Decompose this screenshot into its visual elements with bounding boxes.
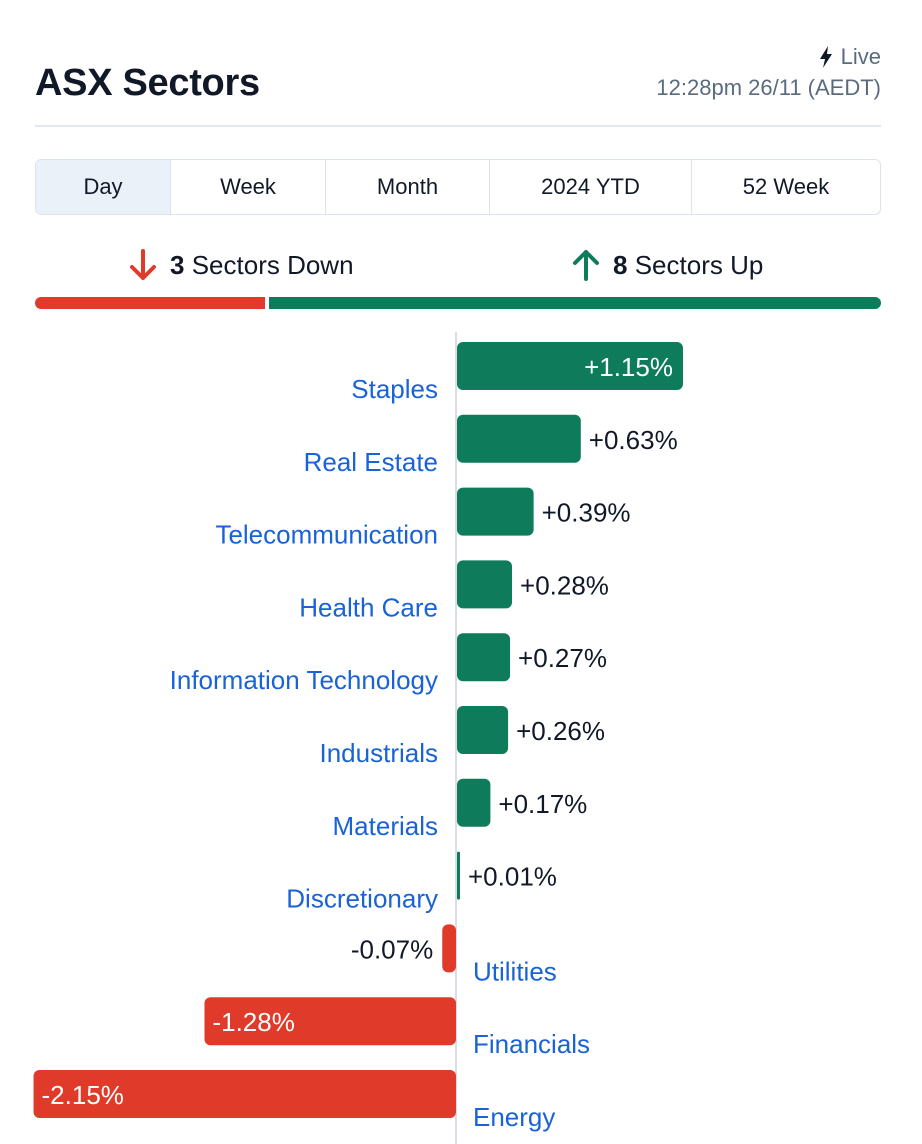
live-indicator: Live: [819, 44, 881, 70]
category-label-information-technology[interactable]: Information Technology: [170, 665, 438, 695]
sectors-down-label: Sectors Down: [191, 249, 354, 280]
live-label: Live: [840, 44, 881, 69]
sector-row-discretionary[interactable]: Discretionary +0.01%: [286, 851, 557, 914]
header: ASX Sectors Live 12:28pm 26/11 (AEDT): [35, 40, 881, 126]
bar-health-care: [457, 560, 513, 609]
sectors-up-bar: [269, 297, 881, 309]
sector-ratio-bar: [35, 297, 881, 309]
category-label-discretionary[interactable]: Discretionary: [286, 884, 438, 914]
tab-2024-ytd[interactable]: 2024 YTD: [490, 160, 692, 214]
sectors-down-bar: [35, 297, 265, 309]
sector-row-information-technology[interactable]: Information Technology +0.27%: [170, 633, 607, 695]
sector-row-materials[interactable]: Materials +0.17%: [333, 778, 588, 841]
bar-discretionary: [457, 851, 460, 900]
value-label-discretionary: +0.01%: [468, 862, 557, 892]
sectors-down-count: 3: [170, 249, 185, 280]
tab-month[interactable]: Month: [326, 160, 490, 214]
value-label-information-technology: +0.27%: [518, 643, 607, 673]
bar-real-estate: [457, 414, 581, 463]
lightning-bolt-icon: [819, 46, 832, 68]
category-label-telecommunication[interactable]: Telecommunication: [215, 520, 438, 550]
bar-telecommunication: [457, 487, 534, 536]
value-label-real-estate: +0.63%: [589, 425, 678, 455]
tab-week[interactable]: Week: [171, 160, 326, 214]
arrow-down-icon: [130, 249, 156, 280]
timestamp: 12:28pm 26/11 (AEDT): [656, 75, 881, 100]
bar-industrials: [457, 706, 509, 754]
category-label-real-estate[interactable]: Real Estate: [304, 447, 438, 477]
category-label-materials[interactable]: Materials: [333, 811, 438, 841]
category-label-utilities[interactable]: Utilities: [473, 956, 557, 986]
tab-day[interactable]: Day: [36, 160, 171, 214]
value-label-utilities: -0.07%: [351, 934, 433, 964]
category-label-financials[interactable]: Financials: [473, 1029, 590, 1059]
value-label-energy: -2.15%: [42, 1080, 124, 1110]
bar-energy: [33, 1070, 457, 1118]
category-label-industrials[interactable]: Industrials: [320, 738, 439, 768]
value-label-industrials: +0.26%: [516, 716, 605, 746]
bar-financials: [204, 997, 456, 1046]
sector-row-utilities[interactable]: Utilities -0.07%: [351, 924, 557, 986]
sector-row-health-care[interactable]: Health Care +0.28%: [299, 560, 609, 622]
sectors-down-summary: 3 Sectors Down: [128, 248, 354, 282]
value-label-financials: -1.28%: [212, 1007, 294, 1037]
sectors-up-count: 8: [613, 249, 628, 280]
category-label-health-care[interactable]: Health Care: [299, 592, 438, 622]
sector-row-real-estate[interactable]: Real Estate +0.63%: [304, 414, 678, 477]
category-label-energy[interactable]: Energy: [473, 1102, 555, 1132]
sectors-up-label: Sectors Up: [634, 249, 764, 280]
sector-row-staples[interactable]: Staples +1.15%: [351, 342, 683, 404]
value-label-health-care: +0.28%: [520, 570, 609, 600]
bar-staples: [457, 342, 683, 390]
page-title: ASX Sectors: [35, 62, 260, 104]
sector-row-financials[interactable]: Financials -1.28%: [204, 997, 590, 1059]
bar-utilities: [442, 924, 456, 973]
value-label-telecommunication: +0.39%: [542, 498, 631, 528]
header-divider: [35, 125, 881, 127]
sector-performance-chart: Staples +1.15% Real Estate +0.63% Telecommun…: [33, 332, 683, 1144]
value-label-materials: +0.17%: [498, 789, 587, 819]
sector-summary: 3 Sectors Down 8 Sectors Up: [0, 244, 922, 288]
arrow-up-icon: [573, 250, 599, 281]
sector-row-telecommunication[interactable]: Telecommunication +0.39%: [215, 487, 631, 550]
bar-information-technology: [457, 633, 511, 682]
sectors-up-summary: 8 Sectors Up: [571, 248, 763, 282]
value-label-staples: +1.15%: [584, 352, 673, 382]
sector-row-industrials[interactable]: Industrials +0.26%: [320, 706, 605, 768]
bar-materials: [457, 778, 491, 827]
category-label-staples[interactable]: Staples: [351, 374, 438, 404]
tab-52-week[interactable]: 52 Week: [742, 174, 830, 199]
period-tabs: Day Week Month 2024 YTD 52 Week: [35, 159, 881, 215]
sector-row-energy[interactable]: Energy -2.15%: [33, 1070, 556, 1132]
